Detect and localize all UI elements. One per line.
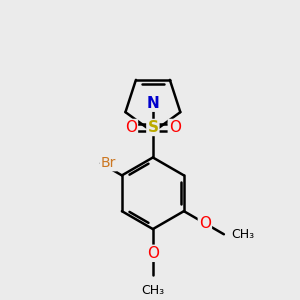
Text: O: O <box>125 120 137 135</box>
Text: N: N <box>146 96 159 111</box>
Text: CH₃: CH₃ <box>141 284 164 297</box>
Text: O: O <box>199 216 211 231</box>
Text: O: O <box>147 246 159 261</box>
Text: S: S <box>147 120 158 135</box>
Text: Br: Br <box>101 156 116 170</box>
Text: O: O <box>169 120 181 135</box>
Text: CH₃: CH₃ <box>231 228 254 241</box>
